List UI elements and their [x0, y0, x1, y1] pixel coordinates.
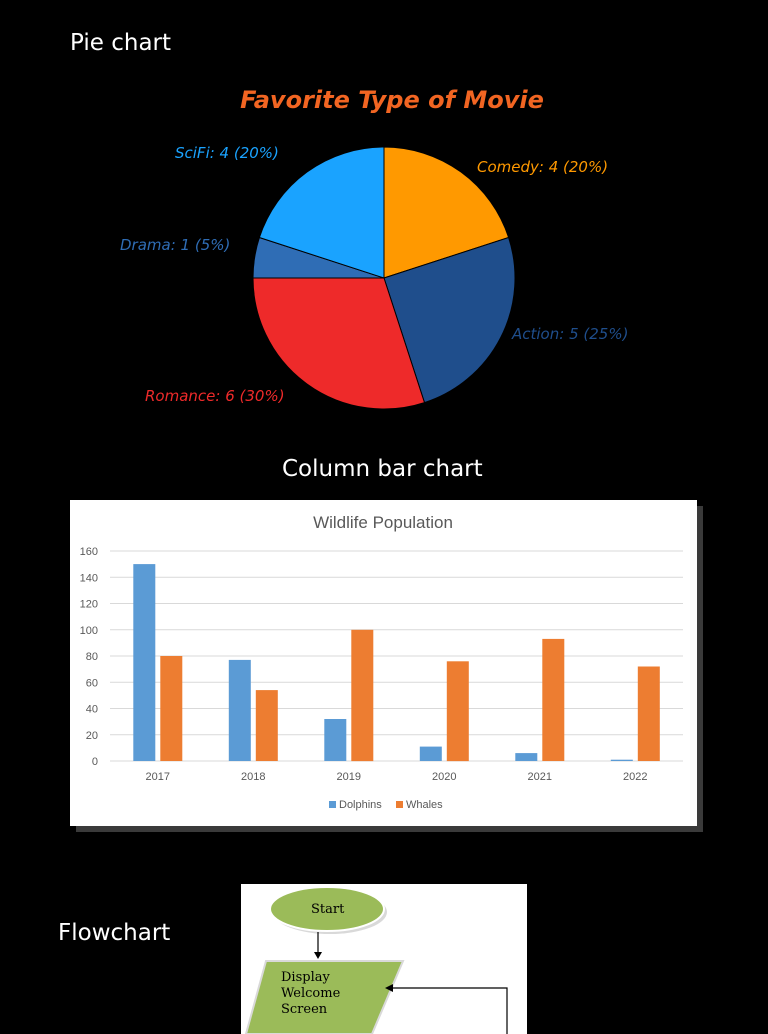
display-welcome-screen-node [244, 960, 405, 1034]
legend-label-dolphins: Dolphins [339, 799, 382, 811]
bar-whales-2018 [255, 690, 278, 761]
bar-dolphins-2019 [324, 719, 347, 761]
bar-bars [133, 564, 660, 762]
y-tick-label: 120 [80, 599, 98, 611]
pie-slice-romance [252, 277, 426, 410]
bar-grid [110, 550, 683, 762]
arrowhead-down [314, 952, 322, 959]
y-tick-label: 20 [86, 730, 98, 742]
bar-whales-2017 [160, 656, 183, 761]
pie-chart-heading: Pie chart [70, 30, 172, 56]
bar-chart-panel: Wildlife Population 0 20 40 60 80 100 120 140 16… [70, 500, 697, 826]
y-tick-label: 140 [80, 572, 98, 584]
bar-dolphins-2017 [133, 564, 156, 761]
step-line-1: Display [281, 970, 330, 985]
pie-label-scifi: SciFi: 4 (20%) [175, 144, 279, 162]
pie-label-romance: Romance: 6 (30%) [145, 387, 285, 405]
x-tick-label: 2019 [337, 771, 361, 783]
y-tick-label: 100 [80, 625, 98, 637]
pie-label-drama: Drama: 1 (5%) [120, 236, 230, 254]
x-tick-label: 2018 [241, 771, 265, 783]
y-tick-label: 160 [80, 546, 98, 558]
pie-label-comedy: Comedy: 4 (20%) [477, 158, 608, 176]
pie-slices [252, 146, 516, 410]
bar-dolphins-2020 [419, 746, 442, 761]
flowchart: Start Display Welcome Screen [244, 886, 508, 1034]
bar-dolphins-2022 [610, 759, 633, 761]
x-tick-label: 2022 [623, 771, 647, 783]
y-tick-label: 40 [86, 704, 98, 716]
flowchart-heading: Flowchart [58, 920, 171, 946]
start-node [269, 886, 385, 932]
pie-slice-comedy [383, 146, 510, 279]
bar-whales-2021 [542, 638, 565, 761]
legend-swatch-whales [396, 801, 403, 808]
flowchart-panel: Start Display Welcome Screen [241, 884, 527, 1034]
bar-whales-2022 [637, 666, 660, 761]
y-tick-label: 60 [86, 677, 98, 689]
pie-chart-title: Favorite Type of Movie [240, 86, 544, 114]
bar-chart-title: Wildlife Population [313, 513, 453, 532]
pie-slice-scifi [258, 146, 385, 279]
x-tick-label: 2017 [146, 771, 170, 783]
bar-chart: Wildlife Population 0 20 40 60 80 100 120 140 16… [80, 513, 683, 811]
pie-chart: Favorite Type of Movie Comedy: 4 (20%) Ac… [120, 86, 628, 410]
x-tick-label: 2020 [432, 771, 456, 783]
pie-labels: Comedy: 4 (20%) Action: 5 (25%) Romance: 6… [120, 144, 628, 405]
legend-label-whales: Whales [406, 799, 443, 811]
x-tick-label: 2021 [528, 771, 552, 783]
pie-label-action: Action: 5 (25%) [511, 325, 628, 343]
legend-swatch-dolphins [329, 801, 336, 808]
y-tick-label: 80 [86, 651, 98, 663]
bar-y-ticks: 0 20 40 60 80 100 120 140 160 [80, 546, 98, 768]
pie-slice-action [383, 236, 516, 404]
arrowhead-left [385, 984, 393, 992]
step-line-3: Screen [281, 1002, 328, 1017]
loop-back-arrow [393, 987, 508, 1034]
bar-whales-2020 [446, 661, 469, 762]
start-node-label: Start [311, 902, 345, 917]
step-line-2: Welcome [281, 986, 341, 1001]
bar-chart-heading: Column bar chart [282, 456, 483, 482]
bar-whales-2019 [351, 629, 374, 762]
bar-dolphins-2021 [515, 753, 538, 761]
bar-dolphins-2018 [228, 659, 251, 761]
bar-x-ticks: 2017 2018 2019 2020 2021 2022 [146, 771, 648, 783]
y-tick-label: 0 [92, 756, 98, 768]
bar-legend: Dolphins Whales [329, 799, 443, 811]
